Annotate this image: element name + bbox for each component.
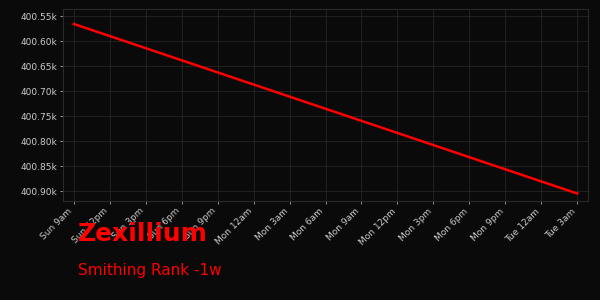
Text: Smithing Rank -1w: Smithing Rank -1w bbox=[78, 262, 221, 278]
Text: Zexillium: Zexillium bbox=[78, 222, 208, 246]
